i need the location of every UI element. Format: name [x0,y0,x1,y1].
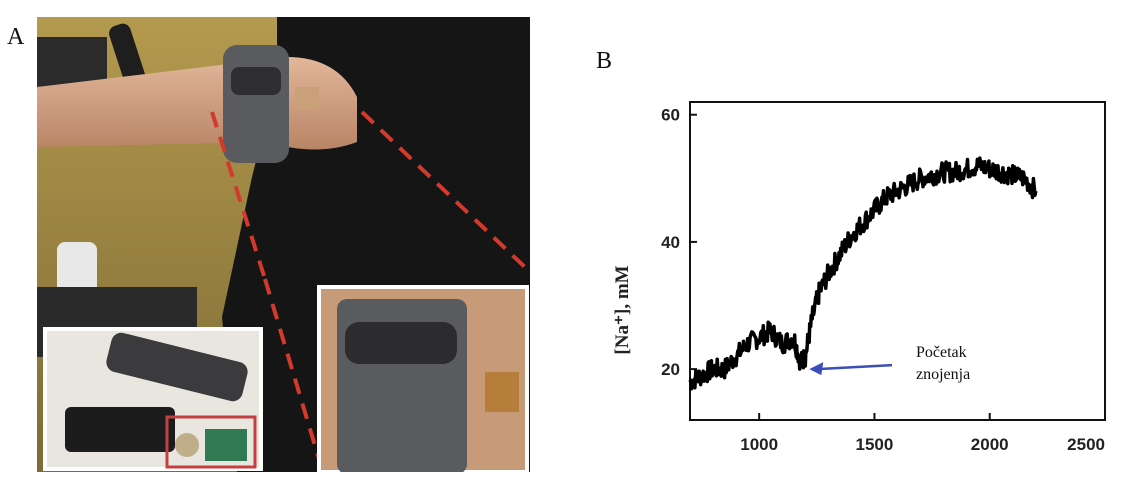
inset-tattoo [485,372,519,412]
x-tick-label: 2500 [1067,435,1105,454]
y-tick-label: 40 [661,233,680,252]
annotation-text: Početak [916,344,967,361]
panel-a-label: A [7,24,24,51]
armband-sensor-photo [37,17,530,472]
annotation-arrowhead [809,362,823,375]
tattoo-sensor [295,87,319,109]
annotation-arrow [817,365,892,369]
panel-b-label: B [596,48,612,75]
inset-device [65,407,175,452]
x-tick-label: 1500 [856,435,894,454]
armband-clip [231,67,281,95]
annotation-text: znojenja [916,366,970,383]
armband [223,45,289,163]
coin [175,433,199,457]
sodium-chart: 20 40 60 1000 1500 2000 2500 [Na⁺], mM Početa… [600,80,1127,480]
annotation-background [900,331,1010,397]
y-tick-label: 60 [661,106,680,125]
y-tick-label: 20 [661,360,680,379]
plot-frame [690,102,1105,420]
circuit-board [205,429,247,461]
y-axis-label: [Na⁺], mM [612,265,633,354]
x-tick-label: 1000 [740,435,778,454]
x-tick-label: 2000 [971,435,1009,454]
inset-clip [345,322,457,364]
